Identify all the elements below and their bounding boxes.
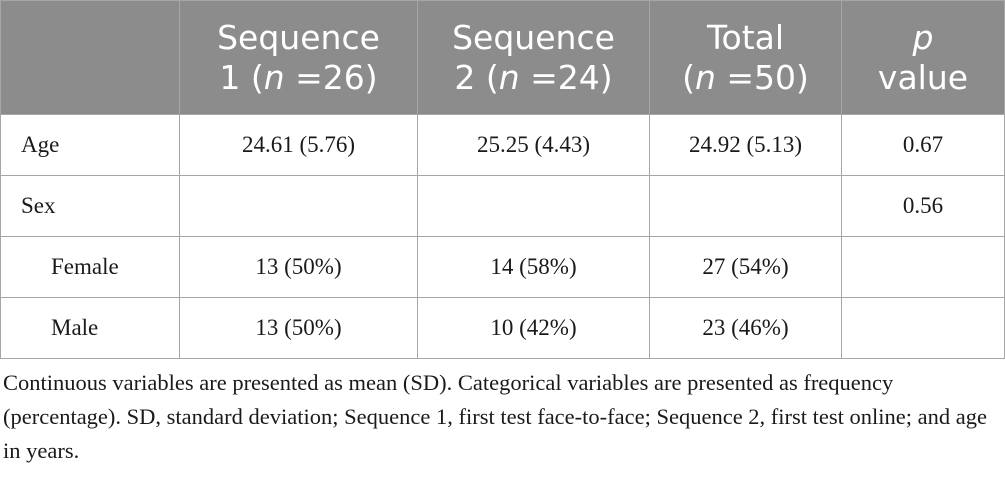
header-total-line1: Total (706, 17, 785, 57)
header-total-n: n (694, 57, 716, 97)
table-cell: 24.92 (5.13) (649, 114, 842, 176)
header-total: Total (n =50) (649, 0, 842, 115)
table-row: Female 13 (50%) 14 (58%) 27 (54%) (0, 236, 1005, 298)
table-row: Sex 0.56 (0, 175, 1005, 237)
table-cell: 10 (42%) (417, 297, 650, 359)
table-cell: 27 (54%) (649, 236, 842, 298)
table-cell: 24.61 (5.76) (179, 114, 418, 176)
header-sequence-1: Sequence 1 (n =26) (179, 0, 418, 115)
header-total-prefix: ( (682, 57, 695, 97)
header-sequence-2-line2: 2 (n =24) (424, 58, 643, 98)
table-row: Male 13 (50%) 10 (42%) 23 (46%) (0, 297, 1005, 359)
header-p-value: p value (841, 0, 1005, 115)
header-sequence-2: Sequence 2 (n =24) (417, 0, 650, 115)
table-cell: 0.56 (841, 175, 1005, 237)
header-total-line2: (n =50) (656, 58, 835, 98)
table-cell: 0.67 (841, 114, 1005, 176)
table-cell (649, 175, 842, 237)
table-cell (841, 297, 1005, 359)
header-sequence-1-line2: 1 (n =26) (186, 58, 411, 98)
demographics-table: Sequence 1 (n =26) Sequence 2 (n =24) To… (0, 0, 1005, 359)
header-sequence-1-count: =26) (284, 57, 378, 97)
row-label-age: Age (0, 114, 180, 176)
header-sequence-2-n: n (498, 57, 520, 97)
table-cell (841, 236, 1005, 298)
table-cell (417, 175, 650, 237)
row-label-male: Male (0, 297, 180, 359)
header-empty-cell (0, 0, 180, 115)
table-row: Age 24.61 (5.76) 25.25 (4.43) 24.92 (5.1… (0, 114, 1005, 176)
header-sequence-2-prefix: 2 ( (454, 57, 499, 97)
row-label-sex: Sex (0, 175, 180, 237)
table-cell: 14 (58%) (417, 236, 650, 298)
header-total-count: =50) (715, 57, 809, 97)
header-row: Sequence 1 (n =26) Sequence 2 (n =24) To… (0, 0, 1005, 115)
table-cell: 13 (50%) (179, 297, 418, 359)
table-footnote: Continuous variables are presented as me… (3, 370, 987, 463)
table-cell (179, 175, 418, 237)
header-sequence-2-line1: Sequence (452, 17, 615, 57)
row-label-female: Female (0, 236, 180, 298)
table-cell: 13 (50%) (179, 236, 418, 298)
header-p-symbol: p (912, 17, 934, 57)
table-cell: 23 (46%) (649, 297, 842, 359)
header-sequence-1-line1: Sequence (217, 17, 380, 57)
header-sequence-2-count: =24) (519, 57, 613, 97)
header-sequence-1-n: n (263, 57, 285, 97)
header-p-value-label: value (877, 57, 969, 97)
table-cell: 25.25 (4.43) (417, 114, 650, 176)
header-sequence-1-prefix: 1 ( (219, 57, 264, 97)
